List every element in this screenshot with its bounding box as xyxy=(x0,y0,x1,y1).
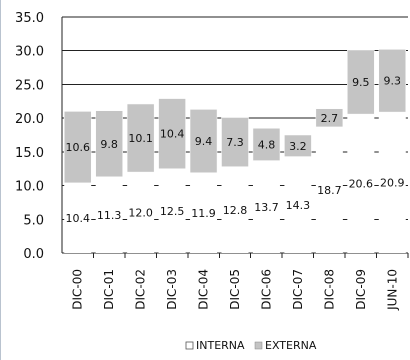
data-label-externa: 9.4 xyxy=(195,135,213,148)
x-category-label: DIC-05 xyxy=(228,269,242,310)
bar-externa xyxy=(315,108,344,128)
bar-interna xyxy=(221,166,249,253)
data-label-interna: 18.7 xyxy=(317,184,342,197)
bar-externa xyxy=(284,134,312,157)
y-tick-label: 5.0 xyxy=(23,213,44,228)
bar-externa xyxy=(63,111,92,184)
bar-externa xyxy=(158,98,186,169)
data-label-externa: 10.4 xyxy=(160,128,185,141)
x-category-label: DIC-03 xyxy=(165,269,179,310)
x-category-label: DIC-01 xyxy=(102,269,116,310)
bar-externa xyxy=(347,49,375,115)
bar-externa xyxy=(221,117,249,167)
data-label-externa: 2.7 xyxy=(321,112,339,125)
data-label-externa: 9.8 xyxy=(100,138,118,151)
data-label-interna: 20.9 xyxy=(380,177,405,190)
data-label-interna: 12.5 xyxy=(160,205,185,218)
y-tick-label: 15.0 xyxy=(15,146,44,161)
data-label-interna: 13.7 xyxy=(254,201,279,214)
data-label-externa: 7.3 xyxy=(226,136,244,149)
legend-swatch-externa xyxy=(254,341,263,350)
y-tick-label: 25.0 xyxy=(15,78,44,93)
legend-swatch-interna xyxy=(185,341,194,350)
bar-externa xyxy=(378,49,407,113)
bar-externa xyxy=(126,103,155,173)
y-tick-label: 0.0 xyxy=(23,247,44,262)
bar-interna xyxy=(284,156,312,253)
data-label-externa: 9.5 xyxy=(352,76,370,89)
y-tick-label: 20.0 xyxy=(15,112,44,127)
data-label-interna: 14.3 xyxy=(286,199,311,212)
data-label-interna: 11.9 xyxy=(191,207,216,220)
data-label-externa: 9.3 xyxy=(384,75,402,88)
bar-interna xyxy=(190,172,218,253)
data-label-externa: 10.1 xyxy=(128,132,153,145)
bar-interna xyxy=(95,176,123,253)
y-tick-label: 30.0 xyxy=(15,45,44,60)
left-border xyxy=(0,0,1,360)
bar-interna xyxy=(64,182,92,253)
legend-label-interna: INTERNA xyxy=(196,339,245,352)
data-label-interna: 12.8 xyxy=(223,204,248,217)
bar-externa xyxy=(252,128,281,161)
x-category-label: DIC-06 xyxy=(259,269,273,310)
bar-interna xyxy=(127,172,155,253)
bar-interna xyxy=(252,160,280,253)
x-category-label: DIC-00 xyxy=(71,269,85,310)
bar-interna xyxy=(315,126,343,253)
x-category-label: DIC-08 xyxy=(322,269,336,310)
y-tick-label: 10.0 xyxy=(15,180,44,195)
data-label-interna: 12.0 xyxy=(128,207,153,220)
y-tick-label: 35.0 xyxy=(15,11,44,26)
x-category-label: DIC-09 xyxy=(354,269,368,310)
x-category-label: DIC-07 xyxy=(291,269,305,310)
data-label-externa: 4.8 xyxy=(258,138,276,151)
x-category-label: JUN-10 xyxy=(385,269,399,311)
data-label-interna: 11.3 xyxy=(97,209,122,222)
bar-externa xyxy=(95,110,123,178)
data-label-interna: 20.6 xyxy=(349,178,374,191)
bar-interna xyxy=(347,114,375,254)
data-label-externa: 3.2 xyxy=(289,140,307,153)
legend-label-externa: EXTERNA xyxy=(265,339,317,352)
x-category-label: DIC-04 xyxy=(197,269,211,310)
bar-externa xyxy=(189,109,218,174)
data-label-externa: 10.6 xyxy=(65,141,90,154)
bar-interna xyxy=(158,168,186,253)
x-category-label: DIC-02 xyxy=(134,269,148,310)
bar-interna xyxy=(378,112,406,254)
data-label-interna: 10.4 xyxy=(65,212,90,225)
